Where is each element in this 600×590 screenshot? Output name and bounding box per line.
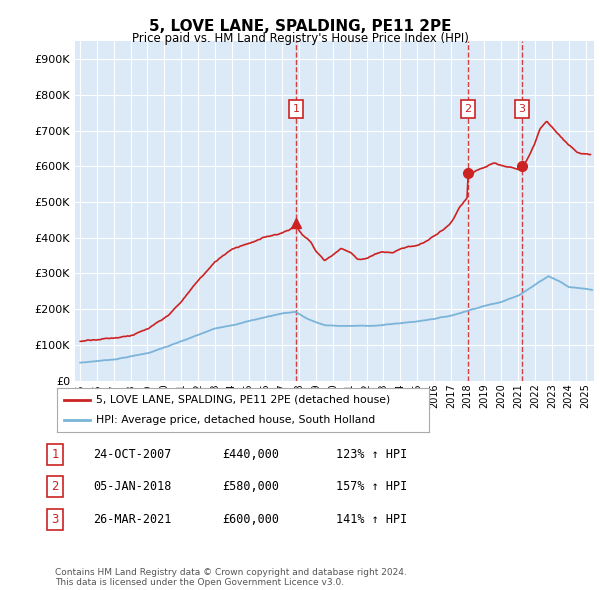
Text: HPI: Average price, detached house, South Holland: HPI: Average price, detached house, Sout…: [96, 415, 376, 425]
Text: 05-JAN-2018: 05-JAN-2018: [93, 480, 172, 493]
Text: 1: 1: [52, 448, 59, 461]
Text: 141% ↑ HPI: 141% ↑ HPI: [336, 513, 407, 526]
Text: £600,000: £600,000: [222, 513, 279, 526]
Text: 3: 3: [518, 104, 526, 114]
Text: 24-OCT-2007: 24-OCT-2007: [93, 448, 172, 461]
Text: Price paid vs. HM Land Registry's House Price Index (HPI): Price paid vs. HM Land Registry's House …: [131, 32, 469, 45]
Text: 5, LOVE LANE, SPALDING, PE11 2PE (detached house): 5, LOVE LANE, SPALDING, PE11 2PE (detach…: [96, 395, 391, 405]
Text: 157% ↑ HPI: 157% ↑ HPI: [336, 480, 407, 493]
Text: 26-MAR-2021: 26-MAR-2021: [93, 513, 172, 526]
Text: 2: 2: [52, 480, 59, 493]
Text: 5, LOVE LANE, SPALDING, PE11 2PE: 5, LOVE LANE, SPALDING, PE11 2PE: [149, 19, 451, 34]
Text: 123% ↑ HPI: 123% ↑ HPI: [336, 448, 407, 461]
Text: £440,000: £440,000: [222, 448, 279, 461]
Text: Contains HM Land Registry data © Crown copyright and database right 2024.
This d: Contains HM Land Registry data © Crown c…: [55, 568, 407, 587]
Text: £580,000: £580,000: [222, 480, 279, 493]
Text: 3: 3: [52, 513, 59, 526]
Text: 2: 2: [464, 104, 472, 114]
Text: 1: 1: [293, 104, 299, 114]
